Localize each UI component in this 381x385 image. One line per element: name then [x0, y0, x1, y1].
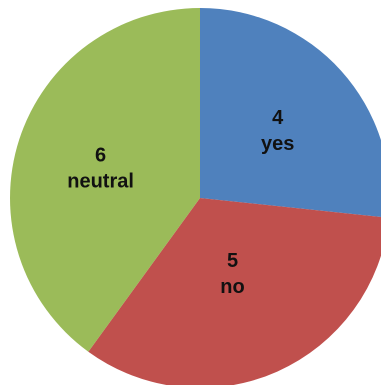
slice-label-neutral: neutral — [67, 171, 134, 193]
slice-label-yes: yes — [261, 133, 294, 155]
pie-labels: 4 yes 5 no 6 neutral — [67, 107, 294, 298]
slice-value-yes: 4 — [272, 107, 284, 129]
slice-label-no: no — [220, 276, 244, 298]
pie-slices — [10, 8, 381, 385]
pie-slice-neutral — [10, 8, 201, 352]
pie-slice-yes — [200, 8, 381, 218]
slice-value-neutral: 6 — [95, 145, 106, 167]
slice-value-no: 5 — [227, 250, 238, 272]
pie-slice-no — [88, 198, 381, 385]
